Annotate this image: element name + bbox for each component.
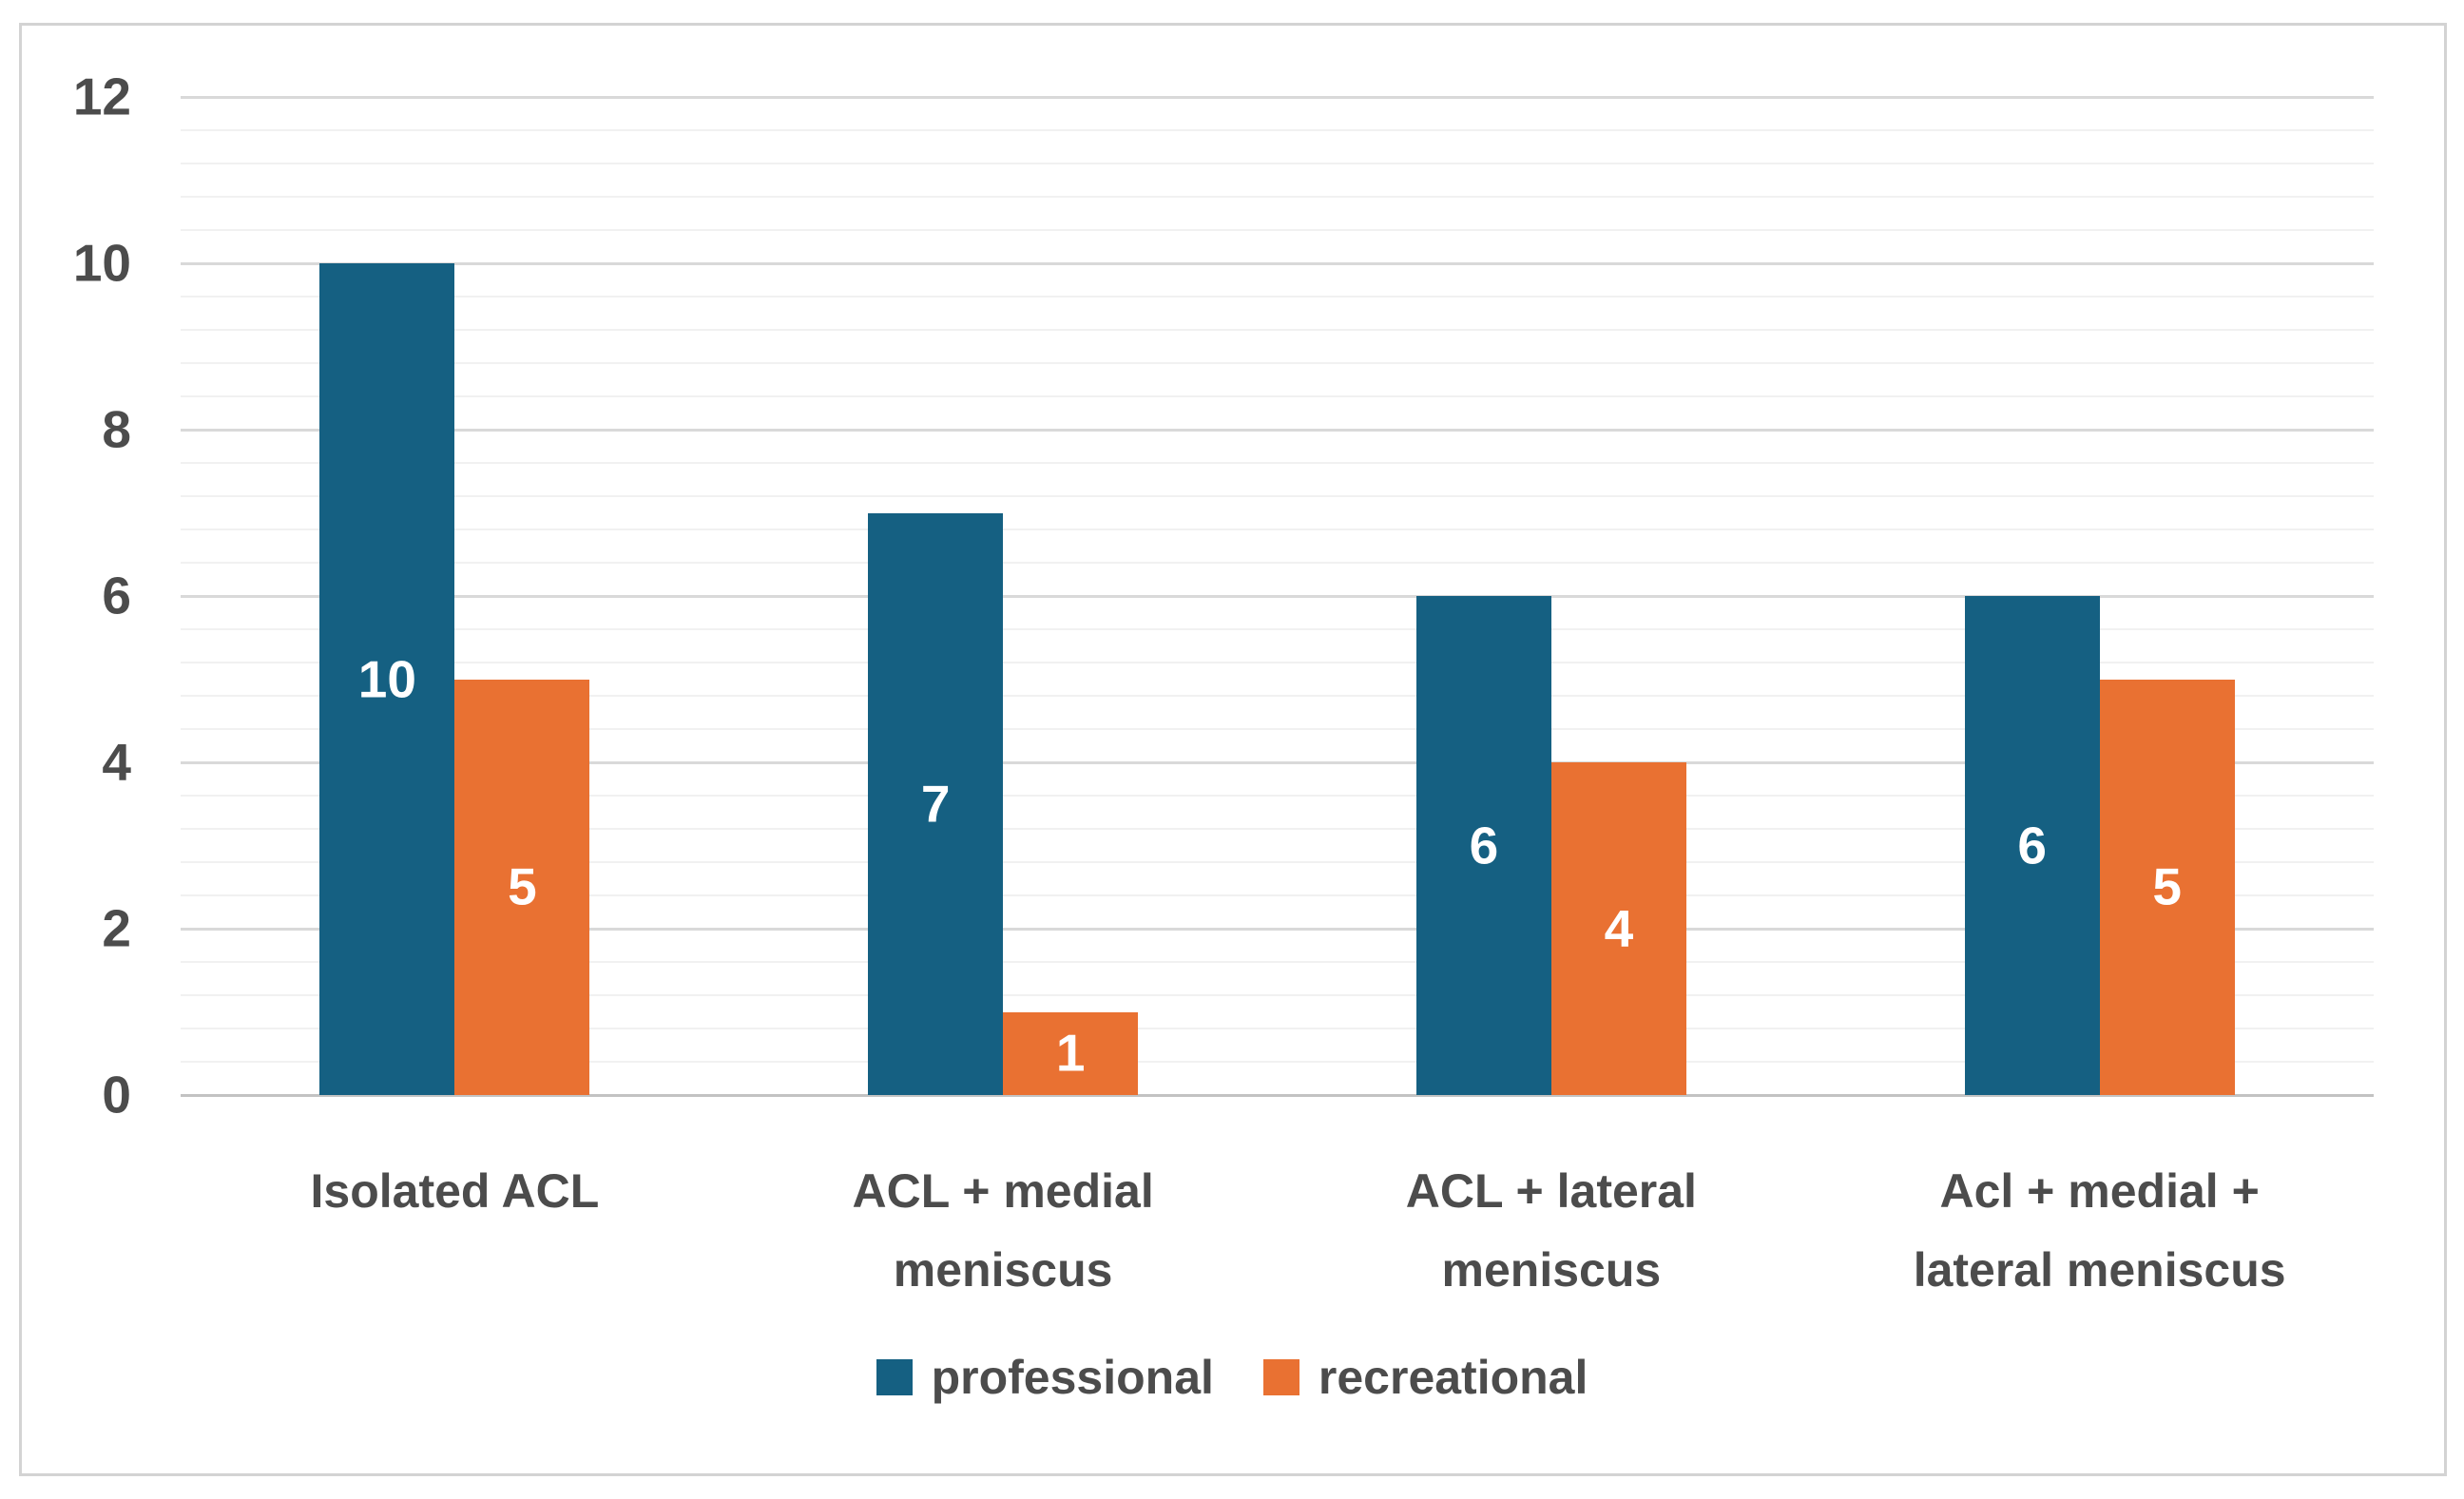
bar-professional xyxy=(1415,596,1551,1095)
bar-professional xyxy=(1964,596,2100,1095)
minor-gridline xyxy=(181,961,2374,963)
major-gridline xyxy=(181,95,2374,99)
minor-gridline xyxy=(181,395,2374,397)
y-tick-label: 4 xyxy=(102,732,131,792)
legend: professional recreational xyxy=(0,1354,2464,1401)
y-tick-label: 6 xyxy=(102,566,131,625)
category-label: ACL + lateral meniscus xyxy=(1405,1164,1697,1297)
bar-data-label: 6 xyxy=(1469,816,1499,874)
minor-gridline xyxy=(181,795,2374,797)
minor-gridline xyxy=(181,894,2374,896)
major-gridline xyxy=(181,261,2374,265)
bar-data-label: 7 xyxy=(920,774,951,834)
legend-marker-icon xyxy=(1262,1359,1299,1395)
category-label: Isolated ACL xyxy=(310,1164,600,1218)
minor-gridline xyxy=(181,1061,2374,1063)
bar-data-label: 10 xyxy=(357,649,416,708)
minor-gridline xyxy=(181,662,2374,663)
minor-gridline xyxy=(181,728,2374,730)
minor-gridline xyxy=(181,861,2374,863)
minor-gridline xyxy=(181,528,2374,530)
minor-gridline xyxy=(181,695,2374,697)
minor-gridline xyxy=(181,196,2374,198)
legend-item-professional: professional xyxy=(876,1354,1214,1401)
y-tick-label: 12 xyxy=(72,67,131,126)
legend-item-recreational: recreational xyxy=(1262,1351,1588,1404)
bar-data-label: 1 xyxy=(1055,1023,1086,1083)
y-tick-label: 0 xyxy=(102,1065,131,1124)
bar-recreational xyxy=(1003,1011,1139,1095)
minor-gridline xyxy=(181,628,2374,630)
legend-label: professional xyxy=(931,1351,1214,1404)
bar-data-label: 6 xyxy=(2017,816,2047,874)
bar-recreational xyxy=(2099,679,2235,1095)
minor-gridline xyxy=(181,163,2374,164)
minor-gridline xyxy=(181,495,2374,497)
legend-label: recreational xyxy=(1318,1351,1588,1404)
y-tick-label: 8 xyxy=(102,399,131,459)
minor-gridline xyxy=(181,462,2374,464)
bar-professional xyxy=(868,512,1004,1095)
bar-professional xyxy=(319,263,455,1095)
bar-recreational xyxy=(1550,762,1686,1095)
minor-gridline xyxy=(181,994,2374,996)
category-label: Acl + medial + lateral meniscus xyxy=(1913,1164,2286,1297)
y-tick-label: 10 xyxy=(72,233,131,293)
minor-gridline xyxy=(181,129,2374,131)
minor-gridline xyxy=(181,229,2374,231)
y-tick-label: 2 xyxy=(102,898,131,958)
bar-recreational xyxy=(454,679,590,1095)
major-gridline xyxy=(181,428,2374,432)
minor-gridline xyxy=(181,329,2374,331)
category-label: ACL + medial meniscus xyxy=(852,1164,1154,1297)
legend-marker-icon xyxy=(876,1359,913,1395)
major-gridline xyxy=(181,594,2374,598)
bar-data-label: 5 xyxy=(2152,856,2182,916)
minor-gridline xyxy=(181,1028,2374,1029)
major-gridline xyxy=(181,927,2374,931)
x-axis-line xyxy=(181,1093,2374,1097)
minor-gridline xyxy=(181,296,2374,298)
minor-gridline xyxy=(181,562,2374,564)
bar-data-label: 5 xyxy=(508,856,537,916)
minor-gridline xyxy=(181,828,2374,830)
major-gridline xyxy=(181,760,2374,764)
minor-gridline xyxy=(181,362,2374,364)
bar-data-label: 4 xyxy=(1604,898,1634,958)
